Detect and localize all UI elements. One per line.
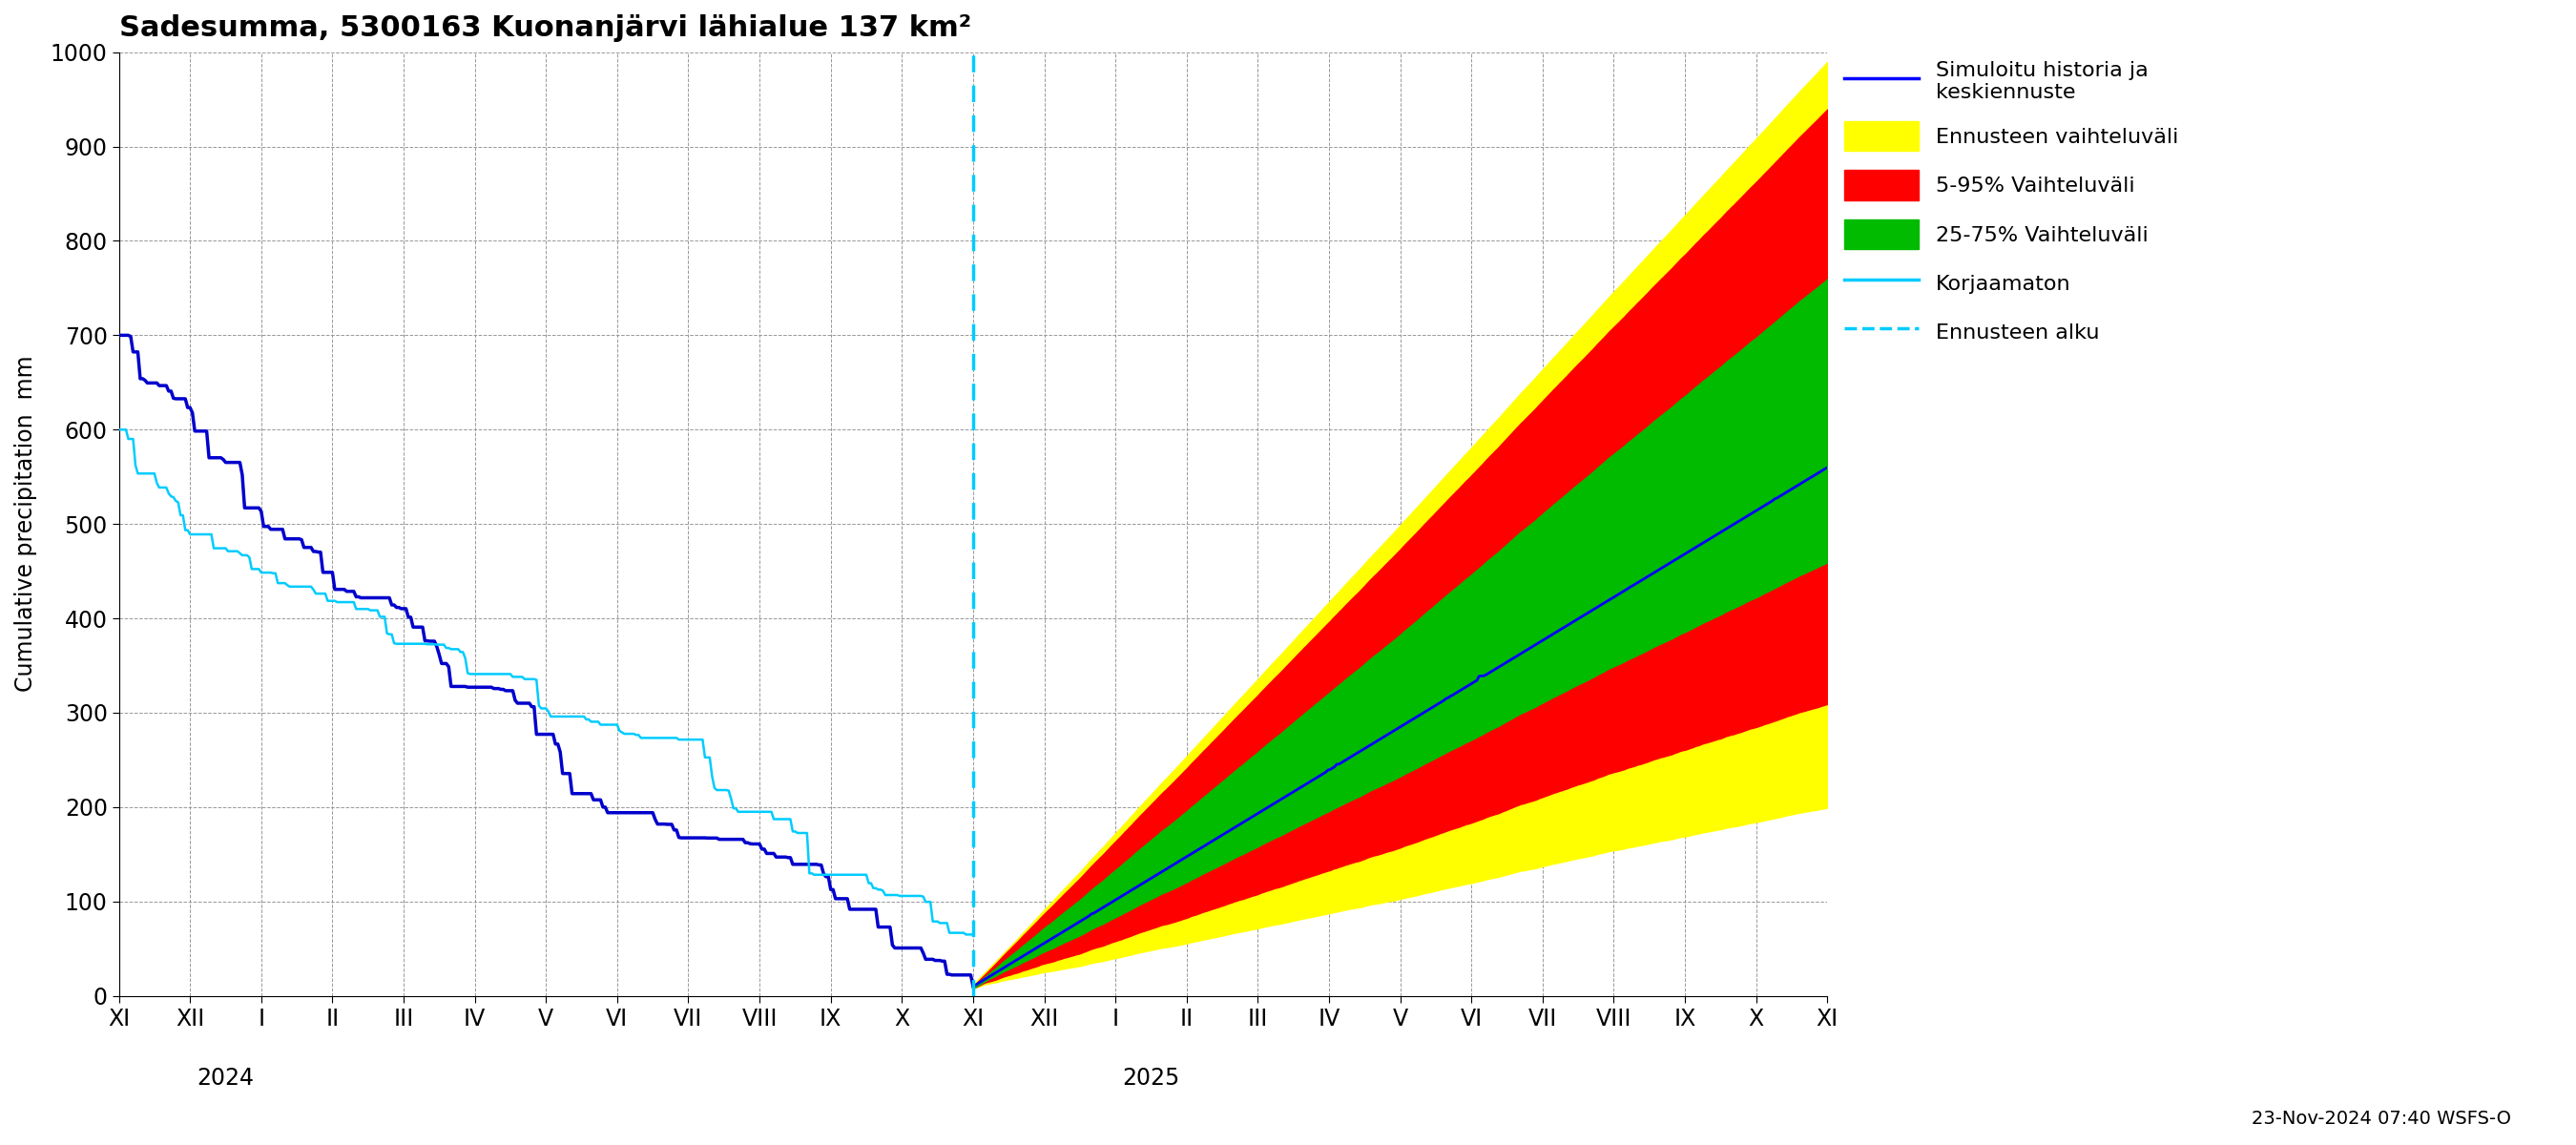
Text: 2024: 2024	[196, 1067, 255, 1090]
Text: 23-Nov-2024 07:40 WSFS-O: 23-Nov-2024 07:40 WSFS-O	[2251, 1110, 2512, 1128]
Text: Sadesumma, 5300163 Kuonanjärvi lähialue 137 km²: Sadesumma, 5300163 Kuonanjärvi lähialue …	[118, 14, 971, 42]
Y-axis label: Cumulative precipitation  mm: Cumulative precipitation mm	[15, 356, 36, 693]
Text: 2025: 2025	[1123, 1067, 1180, 1090]
Legend: Simuloitu historia ja
keskiennuste, Ennusteen vaihteluväli, 5-95% Vaihteluväli, : Simuloitu historia ja keskiennuste, Ennu…	[1837, 53, 2187, 356]
